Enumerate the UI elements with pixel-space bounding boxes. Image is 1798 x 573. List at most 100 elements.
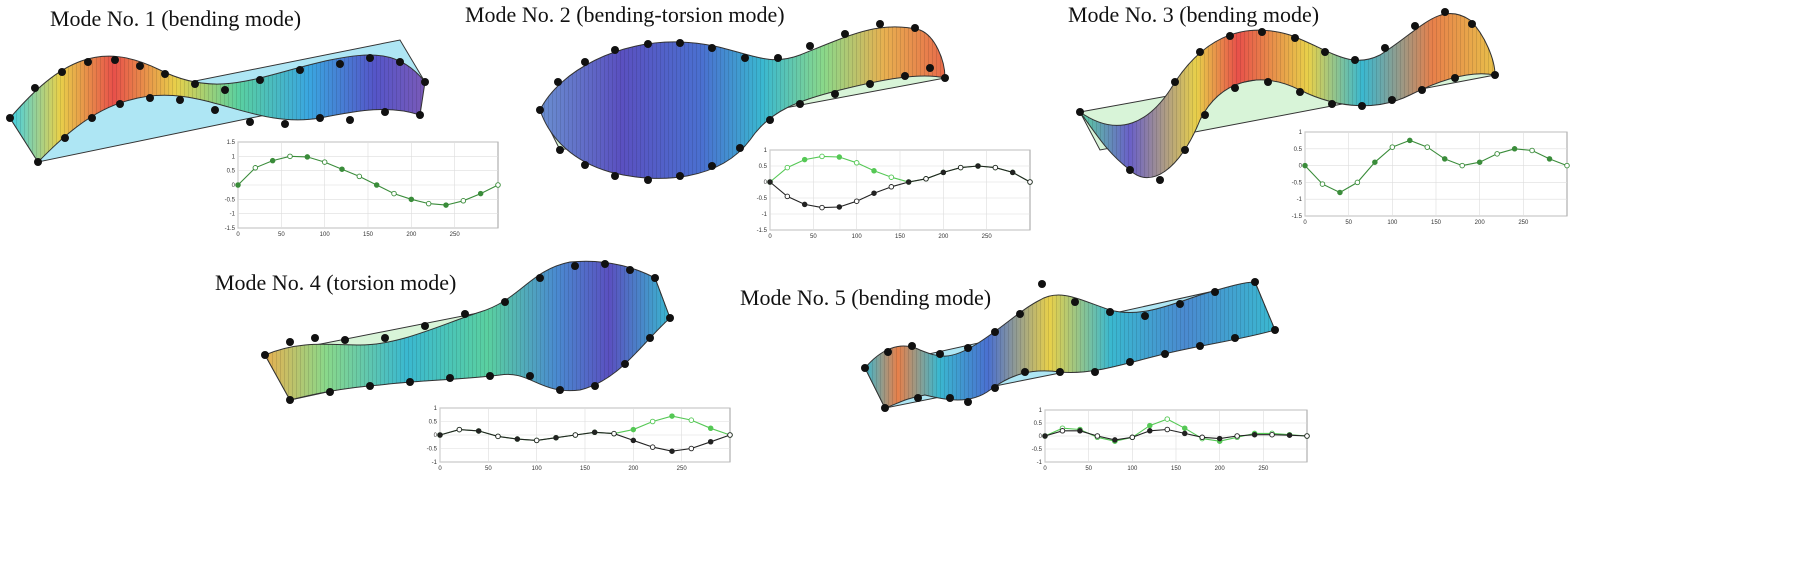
series-point	[1251, 431, 1258, 438]
series-point	[514, 436, 521, 442]
series-point	[356, 173, 363, 180]
mode-4-shape	[261, 260, 674, 404]
series-line	[237, 155, 499, 206]
series-point	[1112, 437, 1118, 443]
series-point	[495, 433, 501, 440]
x-tick-label: 200	[406, 232, 417, 238]
series-point	[836, 154, 843, 160]
mode-5-mesh-lines	[865, 282, 1275, 408]
series-point	[923, 176, 929, 182]
mode-1-mesh-lines	[10, 54, 425, 162]
y-tick-label: -1	[1037, 460, 1043, 466]
x-tick-label: 100	[1127, 466, 1138, 472]
mode-3-title: Mode No. 3 (bending mode)	[1068, 2, 1320, 27]
x-tick-label: 0	[768, 234, 772, 240]
series-point	[727, 432, 733, 438]
mode-1-shape	[6, 39, 429, 166]
y-tick-label: 0.5	[429, 420, 438, 426]
mode-2-markers	[536, 20, 949, 184]
x-tick-label: 150	[363, 232, 374, 238]
series-point	[801, 201, 808, 208]
y-tick-label: 0	[232, 183, 236, 189]
y-tick-label: -1	[230, 212, 236, 218]
series-point	[649, 418, 656, 425]
mode-5-shape	[861, 278, 1279, 412]
x-tick-label: 200	[628, 466, 639, 472]
series-point	[1337, 189, 1343, 196]
series-point	[1441, 156, 1448, 162]
series-point	[1164, 426, 1171, 433]
mode-4-markers	[261, 260, 674, 404]
mode-2-plot: 0 50 100 150 200 250 1 0.5 0 -0.5 -1 -1.5	[757, 148, 1033, 240]
series-point	[853, 160, 860, 166]
mode-2-mesh-lines	[540, 26, 945, 179]
y-tick-label: 0	[1299, 164, 1303, 170]
series-point	[1009, 169, 1016, 176]
series-point	[819, 153, 825, 160]
series-point	[905, 179, 912, 185]
mode-4-title: Mode No. 4 (torsion mode)	[215, 270, 457, 295]
mode-2-shape	[536, 20, 949, 184]
series-point	[1094, 433, 1101, 439]
y-tick-label: 0.5	[759, 164, 768, 170]
series-point	[1164, 416, 1171, 422]
series-point	[975, 163, 981, 169]
series-point	[784, 164, 791, 171]
y-tick-label: -1.5	[757, 228, 768, 234]
y-tick-label: 0	[1039, 434, 1043, 440]
series-point	[1319, 181, 1326, 187]
y-tick-label: 1	[1039, 408, 1043, 414]
series-point	[1181, 425, 1188, 431]
series-point	[784, 193, 791, 200]
series-point	[1494, 151, 1500, 157]
series-point	[888, 184, 895, 190]
mode-3-shape	[1076, 8, 1499, 184]
series-point	[269, 157, 276, 164]
x-tick-label: 50	[278, 232, 285, 238]
series-line	[1304, 139, 1568, 194]
mode-5-plot: 0 50 100 150 200 250 1 0.5 0 -0.5 -1	[1032, 408, 1310, 472]
series-line	[1044, 428, 1308, 441]
mode-5-title: Mode No. 5 (bending mode)	[740, 285, 992, 310]
series-point	[475, 428, 482, 434]
mode-5-markers	[861, 278, 1279, 412]
series-point	[1476, 159, 1483, 165]
x-tick-label: 100	[1387, 220, 1398, 226]
series-point	[957, 164, 964, 171]
series-point	[819, 204, 825, 211]
y-tick-label: -1	[432, 460, 438, 466]
series-point	[1059, 428, 1066, 434]
series-point	[1424, 144, 1431, 150]
series-point	[304, 154, 311, 160]
series-point	[669, 448, 675, 454]
x-tick-label: 100	[320, 232, 331, 238]
y-tick-label: 0	[434, 433, 438, 439]
series-line	[769, 165, 1031, 209]
series-point	[1511, 146, 1518, 152]
x-tick-label: 0	[236, 232, 240, 238]
series-point	[707, 425, 714, 432]
series-line	[439, 429, 731, 452]
series-point	[1302, 162, 1308, 169]
series-point	[1269, 431, 1275, 438]
series-point	[533, 437, 540, 444]
mode-4-plot: 0 50 100 150 200 250 1 0.5 0 -0.5 -1	[427, 406, 733, 472]
series-point	[1286, 432, 1293, 438]
series-point	[339, 166, 345, 172]
mode-3-markers	[1076, 8, 1499, 184]
series-point	[801, 156, 808, 163]
mode-2-title: Mode No. 2 (bending-torsion mode)	[465, 2, 785, 27]
mode-3-mesh-lines	[1080, 13, 1495, 178]
y-tick-label: -1	[762, 212, 768, 218]
x-tick-label: 50	[810, 234, 817, 240]
x-tick-label: 100	[532, 466, 543, 472]
series-point	[688, 445, 695, 452]
x-tick-label: 250	[982, 234, 993, 240]
series-point	[495, 182, 501, 188]
series-point	[1529, 147, 1535, 154]
y-tick-label: -1.5	[1292, 214, 1303, 220]
y-tick-label: -1	[1297, 197, 1303, 203]
series-point	[1304, 433, 1310, 439]
series-point	[443, 202, 449, 208]
